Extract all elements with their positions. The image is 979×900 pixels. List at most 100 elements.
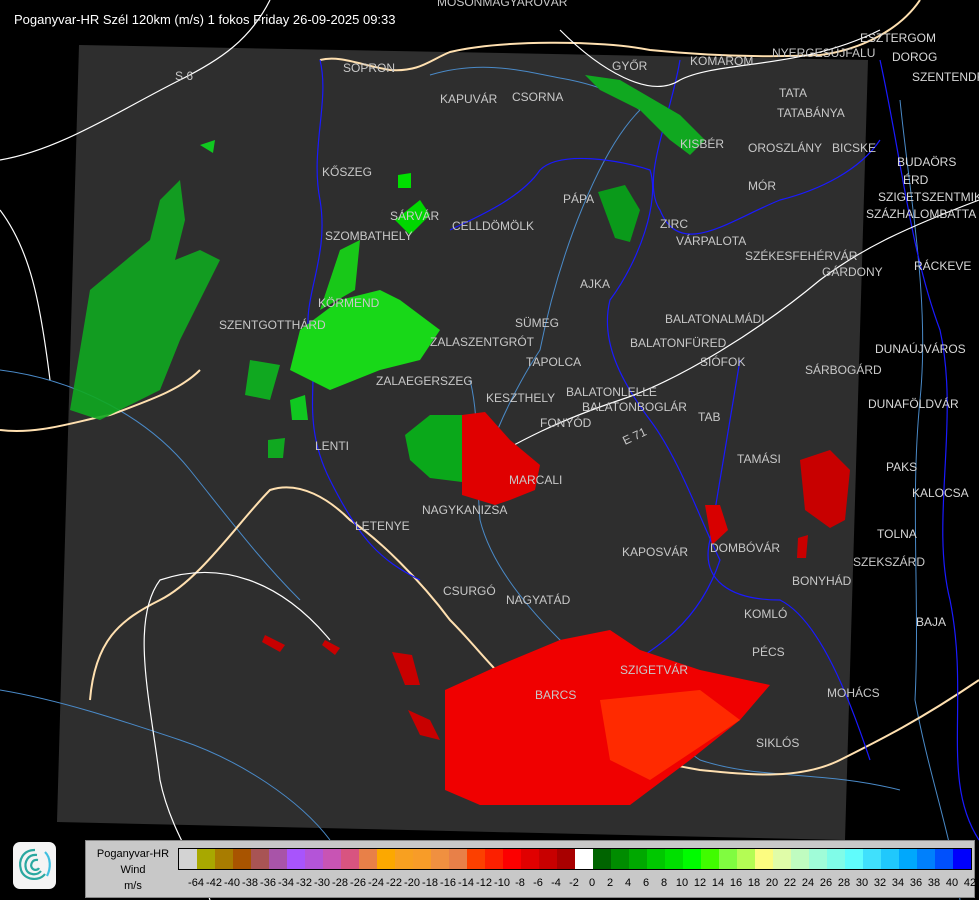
legend-swatch [755,849,773,869]
legend-tick-label: -26 [350,877,366,889]
city-label: GYŐR [612,58,648,73]
city-label: SZÉKESFEHÉRVÁR [745,248,858,263]
legend-swatch [575,849,593,869]
legend-tick-label: 10 [675,877,689,889]
city-label: SZENTENDRE [912,70,979,84]
city-labels: MOSONMAGYARÓVÁR SOPRON KAPUVÁR CSORNA GY… [219,0,979,750]
city-label: SÁRBOGÁRD [805,362,882,377]
legend-swatch [863,849,881,869]
legend-tick-label: 18 [747,877,761,889]
legend-swatch [665,849,683,869]
legend-tick-label: -22 [386,877,402,889]
city-label: SZÁZHALOMBATTA [866,206,976,221]
legend-tick-label: 2 [606,877,614,889]
legend-tick-label: 4 [624,877,632,889]
legend-swatch [827,849,845,869]
city-label: ZALAEGERSZEG [376,374,473,388]
road-label: S 6 [175,69,193,83]
city-label: TAPOLCA [526,355,581,369]
city-label: MOSONMAGYARÓVÁR [437,0,568,9]
legend-tick-label: -20 [404,877,420,889]
city-label: SIKLÓS [756,735,799,750]
city-label: KAPUVÁR [440,91,498,106]
legend-swatch [179,849,197,869]
legend-tick-label: -32 [296,877,312,889]
legend-tick-label: -4 [551,877,561,889]
city-label: BUDAÖRS [897,155,956,169]
legend-tick-label: -28 [332,877,348,889]
city-label: GÁRDONY [822,264,883,279]
city-label: SZIGETVÁR [620,662,688,677]
legend-swatch [683,849,701,869]
city-label: BICSKE [832,141,876,155]
legend-tick-label: 22 [783,877,797,889]
city-label: LENTI [315,439,349,453]
city-label: SÜMEG [515,316,559,330]
city-label: BARCS [535,688,576,702]
city-label: TAB [698,410,720,424]
legend-tick-label: -42 [206,877,222,889]
legend-tick-label: 20 [765,877,779,889]
legend-tick-label: -40 [224,877,240,889]
city-label: MOHÁCS [827,685,880,700]
legend-swatch [485,849,503,869]
legend-swatch [323,849,341,869]
legend-tick-label: 38 [927,877,941,889]
city-label: TATABÁNYA [777,105,845,120]
city-label: NAGYKANIZSA [422,503,507,517]
city-label: VÁRPALOTA [676,233,746,248]
color-legend: Poganyvar-HR Wind m/s -64 -42 -40 -38 -36 -34… [85,840,976,898]
legend-swatch [647,849,665,869]
legend-swatch [791,849,809,869]
legend-tick-label: 32 [873,877,887,889]
legend-tick-label: 40 [945,877,959,889]
legend-swatch [611,849,629,869]
city-label: KOMÁROM [690,53,753,68]
legend-quantity: Wind [120,864,146,876]
legend-swatch [305,849,323,869]
legend-swatch [503,849,521,869]
legend-tick-label: -18 [422,877,438,889]
city-label: KAPOSVÁR [622,544,688,559]
city-label: RÁCKEVE [914,258,971,273]
city-label: BALATONFÜRED [630,336,727,350]
legend-tick-label: 28 [837,877,851,889]
legend-swatch [215,849,233,869]
legend-tick-label: -34 [278,877,294,889]
city-label: CELLDÖMÖLK [452,219,534,233]
legend-swatch [701,849,719,869]
city-label: LETENYE [355,519,410,533]
legend-unit: m/s [124,880,142,892]
legend-swatch [809,849,827,869]
legend-tick-label: 0 [588,877,596,889]
legend-station: Poganyvar-HR [96,848,170,860]
legend-swatch [251,849,269,869]
map-title: Poganyvar-HR Szél 120km (m/s) 1 fokos Fr… [14,12,396,27]
legend-swatch [287,849,305,869]
city-label: KESZTHELY [486,391,555,405]
legend-tick-label: 8 [660,877,668,889]
spiral-logo-icon [19,848,51,880]
legend-swatch [431,849,449,869]
city-label: DUNAFÖLDVÁR [868,396,959,411]
legend-tick-label: 36 [909,877,923,889]
legend-tick-label: -14 [458,877,474,889]
city-label: MÓR [748,178,776,193]
radar-echoes-green [70,75,705,482]
legend-tick-label: -38 [242,877,258,889]
legend-tick-label: 14 [711,877,725,889]
legend-swatch [935,849,953,869]
legend-tick-label: -36 [260,877,276,889]
city-label: BALATONLELLE [566,385,657,399]
legend-tick-label: -30 [314,877,330,889]
legend-tick-label: 24 [801,877,815,889]
legend-tick-label: -16 [440,877,456,889]
legend-tick-label: -64 [188,877,204,889]
city-label: CSURGÓ [443,583,496,598]
city-label: KISBÉR [680,136,724,151]
city-label: NAGYATÁD [506,592,571,607]
city-label: AJKA [580,277,610,291]
legend-tick-label: -12 [476,877,492,889]
